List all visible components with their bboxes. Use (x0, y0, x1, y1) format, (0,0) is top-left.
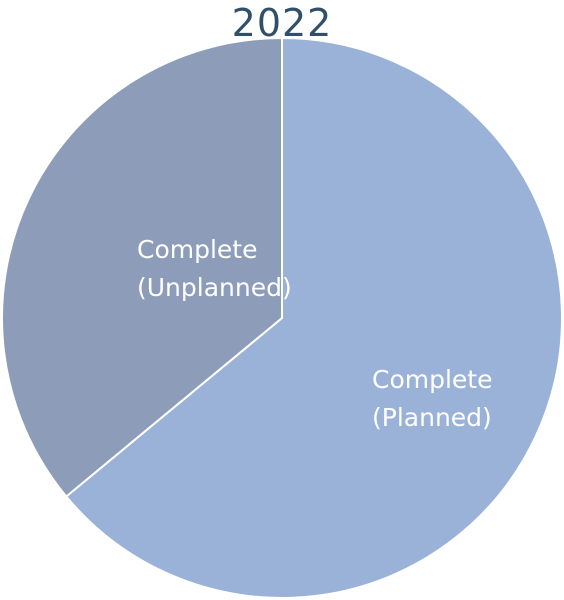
pie-labels: Complete (Planned) Complete (Unplanned) (137, 235, 492, 432)
pie-slice-0 (64, 36, 563, 599)
pie-label-1: Complete (Unplanned) (137, 235, 292, 302)
pie-slice-1 (1, 36, 283, 498)
pie-slices (1, 36, 563, 599)
pie-label-1-line-1: (Unplanned) (137, 273, 292, 302)
pie-label-0: Complete (Planned) (372, 365, 492, 432)
pie-label-0-line-0: Complete (372, 365, 492, 394)
pie-label-0-line-1: (Planned) (372, 403, 492, 432)
pie-label-1-line-0: Complete (137, 235, 257, 264)
